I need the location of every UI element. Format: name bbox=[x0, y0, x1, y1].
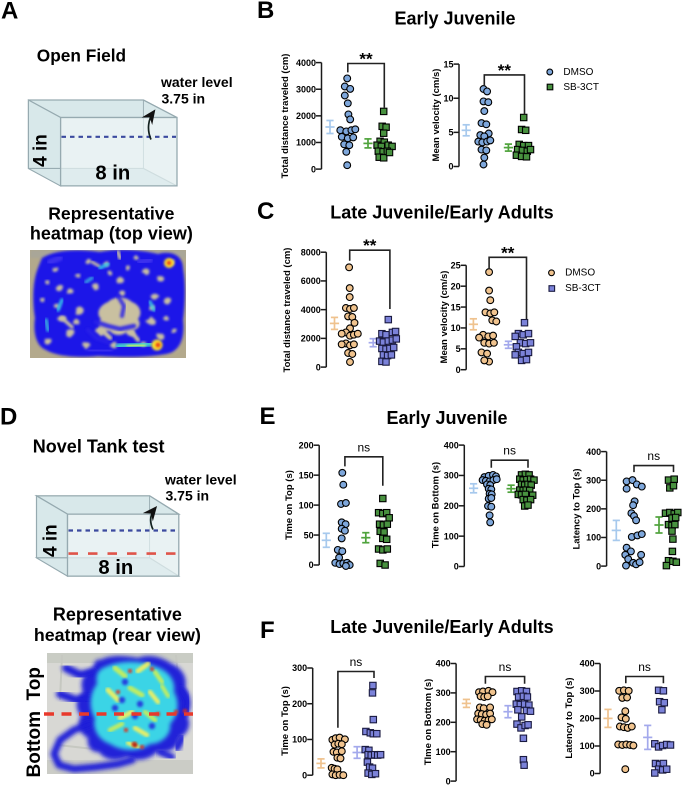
svg-text:300: 300 bbox=[580, 686, 595, 696]
svg-text:400: 400 bbox=[444, 440, 459, 450]
svg-text:100: 100 bbox=[436, 747, 451, 757]
svg-text:0: 0 bbox=[456, 365, 461, 375]
svg-text:10: 10 bbox=[451, 323, 461, 333]
svg-text:E: E bbox=[260, 403, 276, 430]
svg-text:0: 0 bbox=[302, 770, 307, 780]
svg-text:15: 15 bbox=[443, 59, 453, 69]
svg-text:4000: 4000 bbox=[301, 305, 321, 315]
svg-text:Representative: Representative bbox=[48, 204, 174, 224]
svg-text:1000: 1000 bbox=[296, 138, 316, 148]
svg-text:Latency to Top (s): Latency to Top (s) bbox=[564, 677, 575, 758]
svg-text:15: 15 bbox=[451, 302, 461, 312]
svg-text:100: 100 bbox=[580, 741, 595, 751]
svg-text:ns: ns bbox=[358, 440, 371, 454]
svg-text:Time on Top (s): Time on Top (s) bbox=[280, 686, 291, 756]
svg-text:100: 100 bbox=[292, 735, 307, 745]
svg-text:TIme on Bottom (s): TIme on Bottom (s) bbox=[423, 679, 434, 766]
svg-text:2000: 2000 bbox=[296, 111, 316, 121]
svg-text:Time on Top (s): Time on Top (s) bbox=[284, 470, 295, 540]
svg-text:Mean velocity (cm/s): Mean velocity (cm/s) bbox=[439, 271, 450, 364]
svg-text:Latency to Top (s): Latency to Top (s) bbox=[571, 468, 582, 549]
svg-text:200: 200 bbox=[580, 714, 595, 724]
svg-text:**: ** bbox=[363, 236, 377, 255]
svg-text:Top: Top bbox=[24, 667, 45, 700]
svg-text:8000: 8000 bbox=[301, 247, 321, 257]
svg-text:400: 400 bbox=[580, 659, 595, 669]
svg-text:50: 50 bbox=[304, 530, 314, 540]
svg-text:**: ** bbox=[501, 243, 515, 262]
svg-text:150: 150 bbox=[299, 470, 314, 480]
svg-text:Early Juvenile: Early Juvenile bbox=[386, 408, 507, 428]
svg-text:DMSO: DMSO bbox=[563, 67, 593, 78]
svg-text:25: 25 bbox=[451, 261, 461, 271]
svg-text:Total distance traveled (cm): Total distance traveled (cm) bbox=[282, 248, 293, 373]
svg-text:2000: 2000 bbox=[301, 334, 321, 344]
svg-text:SB-3CT: SB-3CT bbox=[563, 82, 599, 93]
svg-text:300: 300 bbox=[444, 471, 459, 481]
svg-text:Late Juvenile/Early Adults: Late Juvenile/Early Adults bbox=[330, 202, 553, 222]
svg-text:8 in: 8 in bbox=[98, 557, 133, 579]
svg-text:6000: 6000 bbox=[301, 276, 321, 286]
svg-text:200: 200 bbox=[436, 718, 451, 728]
svg-text:B: B bbox=[257, 0, 274, 24]
svg-text:Time on Bottom (s): Time on Bottom (s) bbox=[431, 462, 442, 548]
svg-text:heatmap (rear view): heatmap (rear view) bbox=[34, 625, 201, 645]
svg-text:ns: ns bbox=[499, 660, 512, 674]
svg-text:water level: water level bbox=[160, 74, 233, 90]
svg-text:0: 0 bbox=[454, 562, 459, 572]
svg-text:water level: water level bbox=[164, 472, 237, 488]
svg-text:F: F bbox=[260, 617, 275, 644]
svg-text:SB-3CT: SB-3CT bbox=[565, 283, 601, 294]
svg-text:Total distance traveled (cm): Total distance traveled (cm) bbox=[280, 54, 291, 179]
svg-text:3.75 in: 3.75 in bbox=[166, 488, 210, 504]
svg-text:Mean velocity (cm/s): Mean velocity (cm/s) bbox=[431, 69, 442, 162]
svg-text:3.75 in: 3.75 in bbox=[162, 91, 206, 107]
svg-text:Open Field: Open Field bbox=[37, 46, 126, 66]
svg-text:300: 300 bbox=[436, 688, 451, 698]
svg-text:100: 100 bbox=[299, 500, 314, 510]
svg-text:Early Juvenile: Early Juvenile bbox=[394, 8, 515, 28]
svg-text:400: 400 bbox=[586, 447, 601, 457]
svg-text:4 in: 4 in bbox=[31, 134, 52, 167]
svg-text:heatmap (top view): heatmap (top view) bbox=[30, 224, 193, 244]
svg-text:100: 100 bbox=[586, 533, 601, 543]
svg-text:4000: 4000 bbox=[296, 58, 316, 68]
svg-text:D: D bbox=[0, 404, 17, 431]
svg-text:**: ** bbox=[359, 50, 373, 69]
svg-text:4 in: 4 in bbox=[41, 524, 62, 557]
svg-text:5: 5 bbox=[456, 344, 461, 354]
svg-text:ns: ns bbox=[503, 444, 516, 458]
svg-text:200: 200 bbox=[444, 501, 459, 511]
svg-text:**: ** bbox=[498, 61, 512, 80]
svg-text:Representative: Representative bbox=[53, 604, 182, 624]
svg-text:10: 10 bbox=[443, 93, 453, 103]
svg-text:A: A bbox=[1, 0, 18, 25]
svg-text:0: 0 bbox=[448, 162, 453, 172]
svg-text:0: 0 bbox=[446, 776, 451, 786]
svg-text:5: 5 bbox=[448, 128, 453, 138]
svg-text:3000: 3000 bbox=[296, 84, 316, 94]
svg-text:100: 100 bbox=[444, 531, 459, 541]
svg-text:200: 200 bbox=[299, 440, 314, 450]
svg-text:400: 400 bbox=[436, 659, 451, 669]
svg-text:Novel Tank test: Novel Tank test bbox=[33, 437, 165, 457]
svg-text:0: 0 bbox=[596, 561, 601, 571]
svg-text:200: 200 bbox=[586, 504, 601, 514]
svg-text:Late Juvenile/Early Adults: Late Juvenile/Early Adults bbox=[330, 617, 553, 637]
svg-text:0: 0 bbox=[309, 560, 314, 570]
svg-text:ns: ns bbox=[647, 449, 660, 463]
svg-text:300: 300 bbox=[586, 475, 601, 485]
svg-text:0: 0 bbox=[590, 769, 595, 779]
svg-text:200: 200 bbox=[292, 699, 307, 709]
svg-text:ns: ns bbox=[350, 655, 363, 669]
svg-text:DMSO: DMSO bbox=[565, 267, 595, 278]
svg-text:ns: ns bbox=[638, 660, 651, 674]
svg-text:0: 0 bbox=[316, 362, 321, 372]
svg-text:20: 20 bbox=[451, 281, 461, 291]
svg-text:0: 0 bbox=[311, 164, 316, 174]
svg-text:8 in: 8 in bbox=[95, 163, 130, 185]
svg-text:Bottom: Bottom bbox=[24, 711, 45, 777]
svg-text:C: C bbox=[257, 198, 274, 225]
svg-text:300: 300 bbox=[292, 663, 307, 673]
